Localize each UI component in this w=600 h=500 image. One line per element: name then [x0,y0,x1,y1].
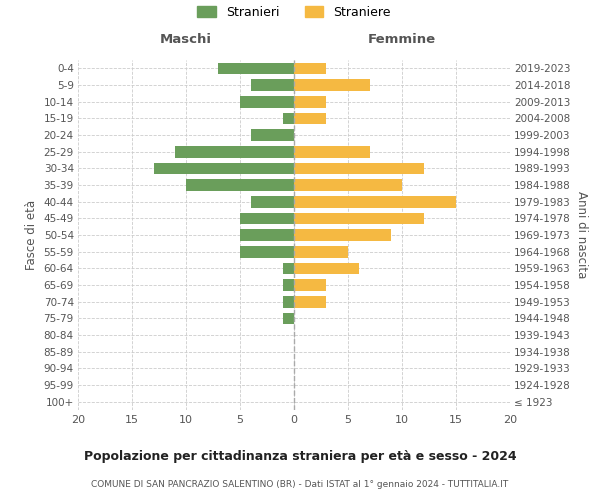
Bar [294,196,456,207]
Bar [240,212,294,224]
Bar [251,129,294,141]
Bar [294,162,424,174]
Text: COMUNE DI SAN PANCRAZIO SALENTINO (BR) - Dati ISTAT al 1° gennaio 2024 - TUTTITA: COMUNE DI SAN PANCRAZIO SALENTINO (BR) -… [91,480,509,489]
Bar [240,96,294,108]
Y-axis label: Fasce di età: Fasce di età [25,200,38,270]
Bar [294,79,370,91]
Legend: Stranieri, Straniere: Stranieri, Straniere [197,6,391,19]
Bar [294,246,348,258]
Bar [240,229,294,241]
Bar [294,112,326,124]
Bar [283,112,294,124]
Bar [294,262,359,274]
Bar [294,96,326,108]
Bar [240,246,294,258]
Bar [283,296,294,308]
Bar [283,279,294,291]
Bar [186,179,294,191]
Bar [218,62,294,74]
Bar [283,312,294,324]
Y-axis label: Anni di nascita: Anni di nascita [575,192,587,278]
Bar [294,62,326,74]
Text: Popolazione per cittadinanza straniera per età e sesso - 2024: Popolazione per cittadinanza straniera p… [83,450,517,463]
Bar [154,162,294,174]
Bar [251,79,294,91]
Text: Femmine: Femmine [368,33,436,46]
Bar [294,229,391,241]
Bar [294,279,326,291]
Text: Maschi: Maschi [160,33,212,46]
Bar [294,179,402,191]
Bar [175,146,294,158]
Bar [251,196,294,207]
Bar [294,146,370,158]
Bar [294,296,326,308]
Bar [294,212,424,224]
Bar [283,262,294,274]
